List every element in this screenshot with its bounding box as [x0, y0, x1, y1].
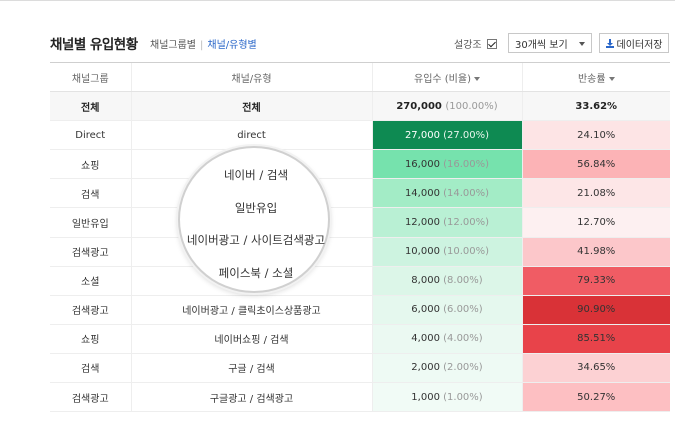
col-header-channel-group: 채널그룹: [50, 61, 131, 93]
cell-inflow: 10,000 (10.00%): [371, 237, 522, 267]
cell-bounce: 24.10%: [521, 120, 670, 151]
cell-channel: 전체: [130, 91, 372, 122]
cell-channel: 네이버광고 / 클릭초이스상품광고: [130, 295, 372, 325]
tab-divider: |: [200, 40, 204, 51]
cell-inflow: 4,000 (4.00%): [371, 324, 522, 354]
cell-bounce: 12.70%: [521, 207, 670, 238]
magnifier-lens: 네이버 / 검색 일반유입 네이버광고 / 사이트검색광고 페이스북 / 소셜: [178, 146, 330, 293]
cell-group: 검색: [50, 353, 131, 384]
cell-bounce: 21.08%: [521, 178, 670, 209]
table-row: 쇼핑 16,000 (16.00%) 56.84%: [50, 149, 670, 180]
cell-bounce: 79.33%: [521, 266, 670, 296]
cell-group: 쇼핑: [50, 324, 131, 354]
cell-bounce: 85.51%: [521, 324, 670, 354]
chevron-down-icon: [579, 42, 585, 46]
cell-group: 쇼핑: [50, 149, 131, 180]
col-header-bounce[interactable]: 반송률: [521, 61, 670, 93]
sort-down-icon: [473, 76, 480, 81]
top-divider: [0, 0, 675, 1]
cell-channel: direct: [130, 120, 372, 151]
col-header-channel-type: 채널/유형: [130, 61, 372, 93]
cell-channel: 네이버쇼핑 / 검색: [130, 324, 372, 354]
channel-inflow-table: 채널그룹 채널/유형 유입수 (비율) 반송률 전체 전체 270,000 (1…: [50, 61, 670, 413]
cell-inflow: 12,000 (12.00%): [371, 207, 522, 238]
cell-group: 소셜: [50, 266, 131, 296]
highlight-label: 설강조: [454, 40, 482, 51]
table-header-row: 채널그룹 채널/유형 유입수 (비율) 반송률: [50, 61, 670, 93]
col-header-inflow[interactable]: 유입수 (비율): [371, 61, 522, 93]
cell-channel: 구글 / 검색: [130, 353, 372, 384]
page-title: 채널별 유입현황: [50, 37, 138, 53]
cell-inflow: 27,000 (27.00%): [371, 120, 522, 151]
table-row: 쇼핑 네이버쇼핑 / 검색 4,000 (4.00%) 85.51%: [50, 324, 670, 354]
cell-bounce: 33.62%: [521, 91, 670, 122]
cell-channel: 구글광고 / 검색광고: [130, 382, 372, 413]
table-row: 검색 구글 / 검색 2,000 (2.00%) 34.65%: [50, 353, 670, 384]
cell-inflow: 6,000 (6.00%): [371, 295, 522, 325]
cell-inflow: 8,000 (8.00%): [371, 266, 522, 296]
cell-bounce: 56.84%: [521, 149, 670, 180]
subtab-group: 채널그룹별 | 채널/유형별: [150, 36, 257, 51]
cell-inflow: 1,000 (1.00%): [371, 382, 522, 413]
table-row-total: 전체 전체 270,000 (100.00%) 33.62%: [50, 91, 670, 122]
cell-bounce: 41.98%: [521, 237, 670, 267]
magnified-channel-label: 페이스북 / 소셜: [218, 266, 294, 280]
page-size-select[interactable]: 30개씩 보기: [508, 33, 592, 53]
cell-bounce: 90.90%: [521, 295, 670, 325]
magnified-channel-label: 네이버광고 / 사이트검색광고: [186, 233, 326, 247]
cell-group: 검색광고: [50, 382, 131, 413]
table-row: Direct direct 27,000 (27.00%) 24.10%: [50, 120, 670, 151]
cell-inflow: 270,000 (100.00%): [371, 91, 522, 122]
cell-group: 검색광고: [50, 295, 131, 325]
save-data-label: 데이터저장: [616, 39, 663, 51]
report-header: 채널별 유입현황 채널그룹별 | 채널/유형별 설강조 30개씩 보기 데이터저장: [50, 30, 670, 56]
table-row: 검색광고 구글광고 / 검색광고 1,000 (1.00%) 50.27%: [50, 382, 670, 413]
page-size-value: 30개씩 보기: [515, 39, 568, 51]
cell-group: Direct: [50, 120, 131, 151]
save-data-button[interactable]: 데이터저장: [599, 33, 669, 53]
cell-group: 일반유입: [50, 207, 131, 238]
cell-inflow: 16,000 (16.00%): [371, 149, 522, 180]
table-row: 검색 14,000 (14.00%) 21.08%: [50, 178, 670, 209]
cell-group: 검색: [50, 178, 131, 209]
cell-bounce: 50.27%: [521, 382, 670, 413]
tab-channel-group[interactable]: 채널그룹별: [150, 40, 196, 51]
highlight-toggle[interactable]: 설강조: [454, 36, 497, 51]
table-row: 일반유입 12,000 (12.00%) 12.70%: [50, 207, 670, 238]
download-icon: [605, 38, 614, 48]
table-row: 검색광고 10,000 (10.00%) 41.98%: [50, 237, 670, 267]
table-row: 소셜 8,000 (8.00%) 79.33%: [50, 266, 670, 296]
cell-group: 전체: [50, 91, 131, 122]
sort-down-icon: [608, 76, 615, 81]
tab-channel-type[interactable]: 채널/유형별: [207, 40, 257, 51]
cell-inflow: 2,000 (2.00%): [371, 353, 522, 384]
magnified-channel-label: 네이버 / 검색: [223, 168, 289, 182]
cell-inflow: 14,000 (14.00%): [371, 178, 522, 209]
cell-group: 검색광고: [50, 237, 131, 267]
cell-bounce: 34.65%: [521, 353, 670, 384]
highlight-checkbox[interactable]: [486, 38, 497, 49]
magnified-channel-label: 일반유입: [234, 201, 278, 215]
table-row: 검색광고 네이버광고 / 클릭초이스상품광고 6,000 (6.00%) 90.90%: [50, 295, 670, 325]
